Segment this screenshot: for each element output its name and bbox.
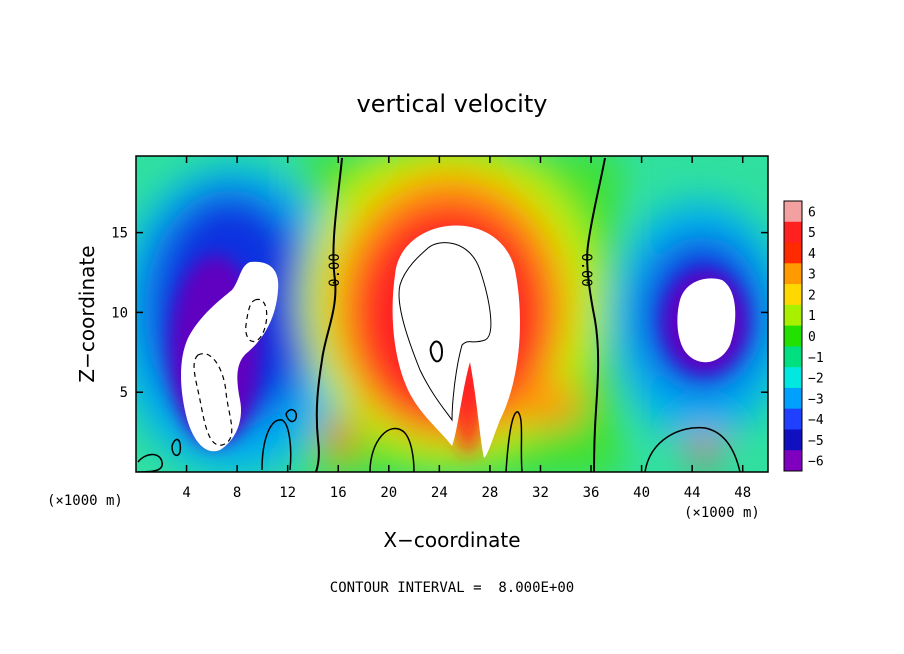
x-tick-label: 44	[684, 485, 701, 501]
colorbar-label: 6	[808, 205, 816, 220]
velocity-field	[136, 156, 768, 472]
field-red-spot-16	[327, 418, 355, 458]
colorbar-swatch	[784, 263, 802, 285]
contour-updraft-inner	[398, 242, 492, 422]
x-tick-label: 24	[431, 485, 448, 501]
contour-interval-text: CONTOUR INTERVAL = 8.000E+00	[330, 580, 574, 596]
contour-left-dashed-2	[193, 353, 233, 446]
colorbar-label: 5	[808, 226, 816, 241]
x-axis: 4 8 12 16 20 24 28 32 36 40 44 48	[182, 156, 751, 501]
colorbar-swatch	[784, 367, 802, 389]
x-tick-label: 28	[481, 485, 498, 501]
contour-bottom-right	[644, 426, 741, 472]
contour-lines	[137, 157, 741, 472]
field-red-spot-44	[690, 436, 718, 464]
x-tick-label: 8	[233, 485, 241, 501]
colorbar-label: 1	[808, 309, 816, 324]
colorbar-swatch	[784, 325, 802, 347]
colorbar-label: −3	[808, 392, 824, 407]
colorbar-swatch	[784, 201, 802, 223]
right-downdraft-core	[677, 278, 736, 363]
colorbar-swatch	[784, 284, 802, 306]
colorbar-swatch	[784, 408, 802, 430]
contour-bottom-small	[171, 438, 182, 457]
contour-label-left: 0.00	[327, 253, 343, 287]
x-tick-label: 32	[532, 485, 549, 501]
contour-label-right: 0.00	[578, 253, 594, 287]
colorbar-swatch	[784, 450, 802, 472]
contour-bottom-mid	[261, 419, 292, 471]
colorbar-label: 0	[808, 330, 816, 345]
colorbar-label: −4	[808, 413, 824, 428]
x-tick-label: 20	[380, 485, 397, 501]
contour-bottom-arc	[369, 427, 415, 472]
colorbar-swatch	[784, 242, 802, 264]
colorbar-swatch	[784, 346, 802, 368]
colorbar-label: −6	[808, 455, 824, 470]
left-downdraft-core	[181, 261, 279, 452]
x-axis-title: X−coordinate	[383, 528, 520, 552]
contour-left-dashed-1	[245, 298, 268, 343]
field-orange-patch	[505, 383, 585, 427]
colorbar-swatch	[784, 387, 802, 410]
colorbar-swatch	[784, 304, 802, 327]
updraft-core	[392, 225, 520, 458]
colorbar-label: 2	[808, 288, 816, 303]
contour-updraft-spot	[429, 340, 444, 363]
contour-zero-right	[586, 157, 606, 472]
colorbar-label: 3	[808, 268, 816, 283]
x-unit-left-label: (×1000 m)	[47, 493, 123, 509]
colorbar-frame	[783, 200, 803, 472]
x-unit-right-label: (×1000 m)	[684, 505, 760, 521]
contour-zero-left	[315, 157, 343, 472]
x-tick-label: 48	[734, 485, 751, 501]
x-tick-label: 40	[633, 485, 650, 501]
contour-bottom-right2	[505, 411, 523, 472]
colorbar-swatch	[784, 221, 802, 244]
chart-title: vertical velocity	[357, 90, 548, 118]
colorbar-label: −2	[808, 372, 824, 387]
colorbar-label: 4	[808, 247, 816, 262]
x-tick-label: 4	[182, 485, 190, 501]
y-axis-title: Z−coordinate	[75, 245, 99, 382]
x-tick-label: 16	[330, 485, 347, 501]
y-tick-label: 15	[111, 226, 128, 242]
y-tick-label: 10	[111, 305, 128, 321]
colorbar-swatch	[784, 429, 802, 451]
x-tick-label: 12	[279, 485, 296, 501]
plot-frame	[135, 155, 769, 473]
x-tick-label: 36	[583, 485, 600, 501]
colorbar-label: −5	[808, 434, 824, 449]
y-tick-label: 5	[120, 385, 128, 401]
y-axis: 5 10 15	[111, 226, 768, 401]
colorbar-label: −1	[808, 351, 824, 366]
contour-bottom-mid2	[285, 408, 298, 423]
colorbar: 6 5 4 3 2 1 0 −1 −2 −3 −4 −5 −6	[783, 200, 824, 472]
